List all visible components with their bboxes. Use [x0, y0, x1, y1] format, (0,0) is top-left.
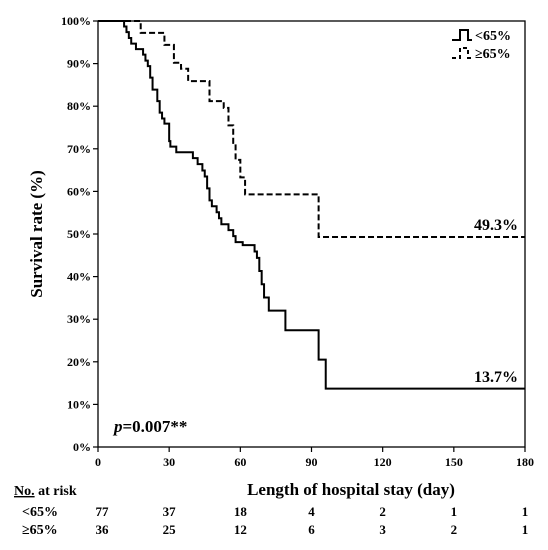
y-tick-label: 70% — [67, 142, 91, 156]
survival-curve-lt65 — [98, 20, 525, 390]
x-tick-label: 30 — [163, 455, 175, 469]
y-tick-label: 90% — [67, 57, 91, 71]
survival-curves — [98, 20, 525, 390]
at-risk-value: 4 — [308, 504, 315, 519]
at-risk-value: 12 — [234, 522, 247, 537]
end-label-ge65: 49.3% — [474, 217, 518, 234]
y-tick-label: 10% — [67, 397, 91, 411]
y-tick-label: 80% — [67, 99, 91, 113]
legend-label-lt65: <65% — [475, 29, 511, 44]
x-tick-label: 150 — [445, 455, 463, 469]
y-tick-label: 0% — [73, 440, 91, 454]
y-tick-label: 50% — [67, 227, 91, 241]
at-risk-table: <65% 77 37 18 4 2 1 1 ≥65% 36 25 12 6 3 2 1 — [22, 504, 528, 538]
at-risk-value: 2 — [451, 522, 458, 537]
at-risk-value: 3 — [379, 522, 386, 537]
x-tick-label: 180 — [516, 455, 534, 469]
legend-swatch-ge65 — [452, 47, 472, 59]
p-value: =0.007** — [123, 417, 188, 436]
at-risk-row-label: ≥65% — [22, 523, 58, 538]
x-tick-label: 0 — [95, 455, 101, 469]
y-tick-label: 40% — [67, 270, 91, 284]
legend-label-ge65: ≥65% — [475, 47, 511, 62]
y-tick-label: 30% — [67, 312, 91, 326]
p-label: p — [112, 417, 123, 436]
y-axis-title: Survival rate (%) — [27, 170, 46, 297]
x-axis-title: Length of hospital stay (day) — [247, 480, 455, 499]
at-risk-header: No. at risk — [14, 484, 77, 499]
at-risk-value: 77 — [96, 504, 110, 519]
at-risk-header-no: No. — [14, 484, 35, 499]
x-tick-label: 120 — [374, 455, 392, 469]
x-tick-label: 60 — [234, 455, 246, 469]
at-risk-value: 6 — [308, 522, 315, 537]
legend: <65% ≥65% — [452, 29, 511, 62]
at-risk-header-suffix: at risk — [35, 484, 77, 499]
at-risk-value: 1 — [522, 504, 529, 519]
y-tick-label: 100% — [61, 14, 91, 28]
at-risk-value: 1 — [522, 522, 529, 537]
at-risk-value: 2 — [379, 504, 386, 519]
at-risk-value: 1 — [451, 504, 458, 519]
x-tick-label: 90 — [306, 455, 318, 469]
x-axis: 0 30 60 90 120 150 180 — [95, 447, 534, 469]
at-risk-value: 37 — [163, 504, 177, 519]
y-tick-label: 20% — [67, 355, 91, 369]
survival-curve-ge65 — [98, 20, 525, 238]
at-risk-value: 25 — [163, 522, 177, 537]
at-risk-row-label: <65% — [22, 505, 58, 520]
y-tick-label: 60% — [67, 184, 91, 198]
p-value-annotation: p=0.007** — [112, 417, 187, 436]
y-axis: 0% 10% 20% 30% 40% 50% 60% 70% 80% 90% 100% — [61, 14, 98, 454]
plot-area — [97, 20, 526, 448]
at-risk-value: 18 — [234, 504, 248, 519]
legend-swatch-lt65 — [452, 29, 472, 41]
at-risk-value: 36 — [96, 522, 110, 537]
end-label-lt65: 13.7% — [474, 369, 518, 386]
